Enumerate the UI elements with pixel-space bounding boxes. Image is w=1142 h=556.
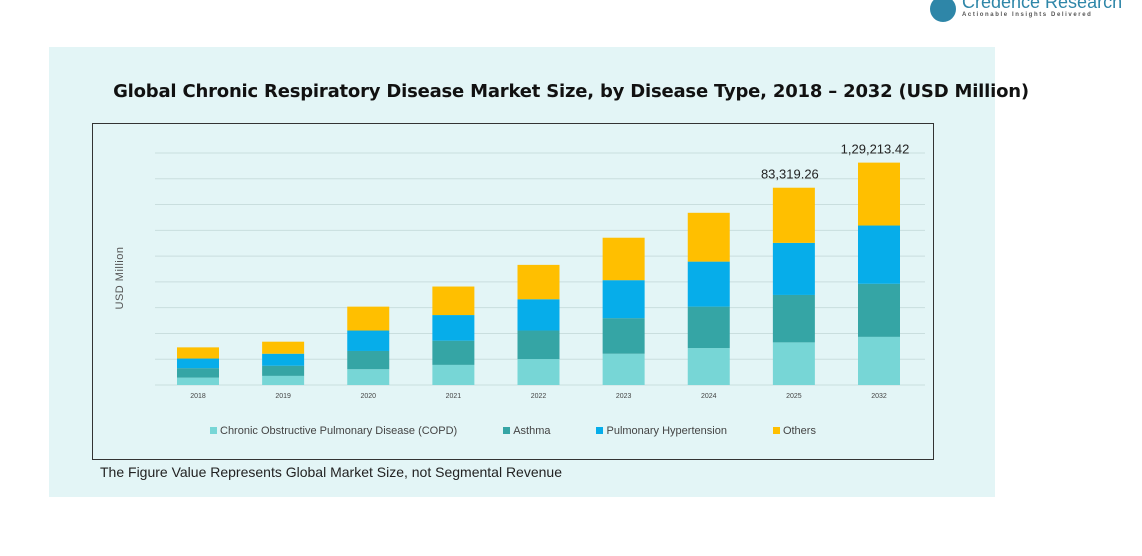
data-label: 1,29,213.42 [841,142,910,157]
bar-2019-1 [262,365,305,376]
bar-2018-1 [177,368,219,378]
data-label: 83,319.26 [761,167,819,182]
x-tick-label: 2023 [616,393,632,400]
bar-2025-3 [772,187,815,243]
bar-2024-0 [687,348,730,385]
bar-2020-3 [347,306,390,331]
bar-2018-2 [177,358,219,369]
footnote: The Figure Value Represents Global Marke… [100,464,562,480]
x-tick-label: 2020 [360,393,376,400]
bar-2022-1 [517,330,560,360]
legend-item-pulmonary-hypertension: Pulmonary Hypertension [596,425,727,437]
bar-2022-3 [517,264,560,300]
bar-2032-0 [858,336,900,385]
bar-2018-0 [177,377,219,385]
bar-2023-1 [602,318,645,354]
bar-2022-0 [517,359,560,385]
bar-2023-3 [602,237,645,281]
logo-name: Credence Research [962,0,1123,12]
bar-2020-2 [347,330,390,351]
bar-2023-2 [602,280,645,319]
bar-2018-3 [177,347,219,359]
x-tick-label: 2019 [275,393,291,400]
x-tick-label: 2021 [446,393,462,400]
bar-2024-1 [687,306,730,349]
bar-2022-2 [517,299,560,331]
bar-2032-2 [858,225,900,284]
legend: Chronic Obstructive Pulmonary Disease (C… [210,425,816,437]
bar-2021-3 [432,286,475,316]
bar-2024-2 [687,261,730,307]
chart-title: Global Chronic Respiratory Disease Marke… [113,81,1029,102]
legend-item-asthma: Asthma [503,425,550,437]
bar-2020-0 [347,369,390,385]
x-tick-label: 2032 [871,393,887,400]
bar-2019-3 [262,341,305,354]
legend-item-copd: Chronic Obstructive Pulmonary Disease (C… [210,425,457,437]
x-tick-label: 2022 [531,393,547,400]
plot-frame [92,123,934,460]
x-tick-label: 2024 [701,393,717,400]
legend-item-others: Others [772,425,816,437]
bar-2021-1 [432,340,475,365]
bar-2019-2 [262,353,305,366]
x-tick-label: 2018 [190,393,206,400]
logo-icon [930,0,956,22]
bar-2025-1 [772,294,815,343]
bar-2032-1 [858,283,900,337]
logo-tagline: Actionable Insights Delivered [962,12,1093,18]
bar-2023-0 [602,353,645,385]
bar-2020-1 [347,350,390,370]
x-tick-label: 2025 [786,393,802,400]
logo: Credence Research Actionable Insights De… [930,0,1122,22]
bar-2019-0 [262,375,305,385]
bar-2021-2 [432,315,475,341]
bar-2032-3 [858,162,900,226]
bar-2024-3 [687,212,730,262]
bar-2025-2 [772,242,815,295]
bar-2021-0 [432,364,475,385]
bar-2025-0 [772,342,815,385]
